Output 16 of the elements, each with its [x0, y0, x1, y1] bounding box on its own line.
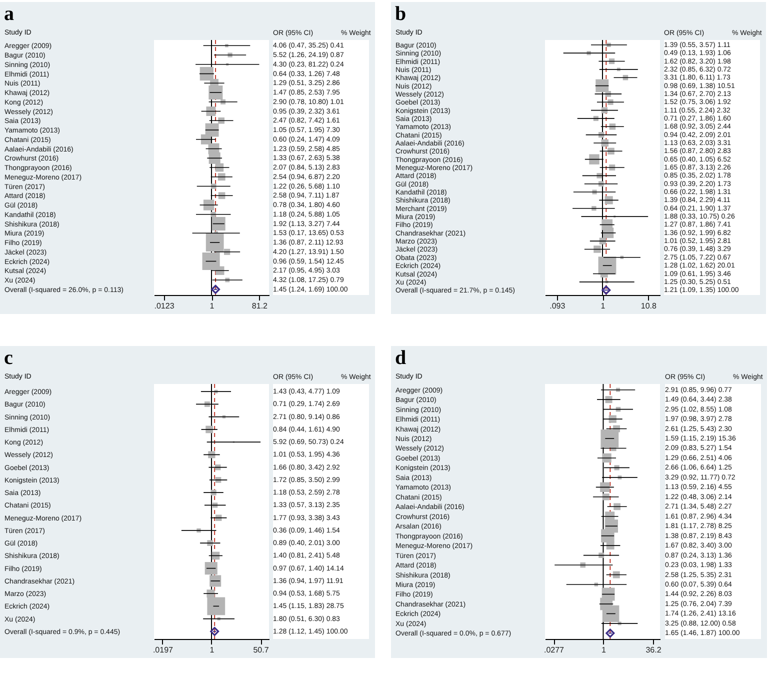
x-tick-label: 50.7 — [253, 646, 270, 654]
x-tick-label: 1 — [210, 646, 215, 654]
x-tick-label: .0277 — [544, 646, 565, 654]
x-tick-label: 81.2 — [252, 302, 268, 310]
x-tick-label: .093 — [550, 302, 566, 310]
x-tick-label: 1 — [600, 302, 606, 310]
x-tick-label: 1 — [210, 302, 215, 310]
x-tick-label: 10.8 — [640, 302, 658, 310]
chart-title: d — [395, 347, 406, 369]
x-tick-label: .0123 — [154, 302, 175, 310]
x-tick-label: 1 — [602, 646, 607, 654]
chart-title: a — [4, 3, 14, 25]
chart-title: b — [395, 3, 406, 25]
x-tick-label: .0197 — [152, 646, 174, 654]
chart-title: c — [4, 347, 13, 369]
x-tick-label: 36.2 — [646, 646, 662, 654]
